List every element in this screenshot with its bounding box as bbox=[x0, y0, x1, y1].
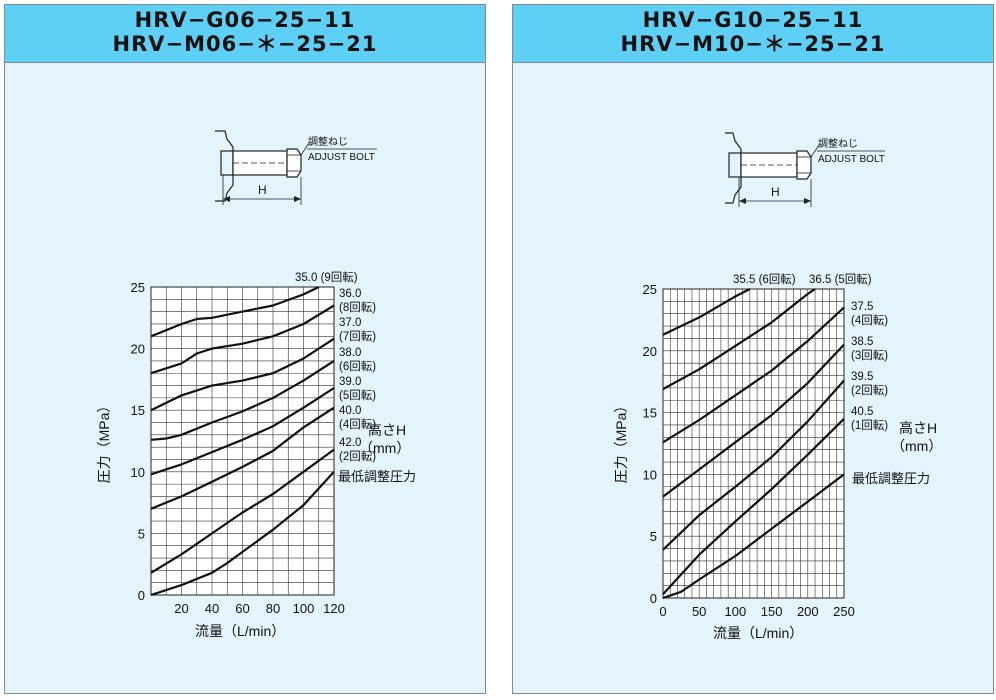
legend-title: 高さH bbox=[368, 422, 406, 438]
x-tick-label: 50 bbox=[692, 604, 706, 619]
min-pressure-label: 最低調整圧力 bbox=[852, 471, 930, 486]
series-line bbox=[150, 387, 335, 476]
adjust-bolt-label-en: ADJUST BOLT bbox=[308, 152, 375, 163]
y-tick-label: 5 bbox=[650, 529, 657, 544]
adjust-bolt-label-en: ADJUST BOLT bbox=[818, 154, 885, 165]
panel-header: HRV−G10−25−11 HRV−M10−＊−25−21 bbox=[513, 5, 993, 63]
model-number-line2: HRV−M10−＊−25−21 bbox=[620, 32, 886, 56]
x-tick-label: 80 bbox=[266, 601, 280, 616]
series-line bbox=[662, 288, 816, 391]
series-label: 35.0 (9回転) bbox=[295, 271, 358, 284]
adjust-bolt-label-jp: 調整ねじ bbox=[818, 137, 858, 150]
min-pressure-label: 最低調整圧力 bbox=[338, 469, 416, 484]
y-tick-label: 20 bbox=[643, 344, 657, 359]
series-line bbox=[662, 306, 845, 444]
x-tick-label: 150 bbox=[761, 604, 783, 619]
y-axis-label: 圧力（MPa） bbox=[613, 399, 629, 484]
x-axis-label: 流量（L/min） bbox=[713, 625, 803, 641]
series-line bbox=[150, 471, 335, 597]
adjust-bolt-drawing bbox=[725, 132, 885, 207]
plot-background bbox=[662, 288, 845, 599]
series-label: 36.5 (5回転) bbox=[809, 273, 872, 286]
adjust-bolt-drawing bbox=[215, 130, 377, 205]
y-tick-label: 10 bbox=[131, 465, 145, 480]
series-label: 35.5 (6回転) bbox=[733, 273, 796, 286]
x-tick-label: 100 bbox=[725, 604, 747, 619]
y-tick-label: 15 bbox=[131, 403, 145, 418]
series-line bbox=[150, 304, 335, 375]
series-line bbox=[662, 473, 845, 600]
x-tick-label: 0 bbox=[659, 604, 666, 619]
series-line bbox=[662, 379, 845, 551]
series-line bbox=[150, 448, 335, 574]
plot-area: 0 5 10 15 20 25 20 40 60 80 100 120 圧力（MPa） 流量（L/min）… bbox=[96, 271, 376, 639]
series-label: 38.0 (6回転) bbox=[339, 347, 376, 373]
series-line bbox=[662, 343, 845, 498]
y-tick-label: 0 bbox=[138, 588, 145, 603]
x-tick-label: 200 bbox=[797, 604, 819, 619]
series-label: 36.0 (8回転) bbox=[339, 288, 376, 314]
valve-chart-left: 調整ねじ ADJUST BOLT H 0 5 10 15 20 25 20 40 60 80 100… bbox=[96, 130, 416, 639]
y-tick-label: 20 bbox=[131, 342, 145, 357]
x-tick-label: 100 bbox=[293, 601, 315, 616]
series-line bbox=[150, 286, 320, 338]
y-tick-label: 15 bbox=[643, 406, 657, 421]
legend-unit: （mm） bbox=[891, 438, 942, 454]
y-axis-label: 圧力（MPa） bbox=[96, 399, 112, 484]
y-tick-label: 10 bbox=[643, 467, 657, 482]
series-label: 40.5 (1回転) bbox=[851, 406, 888, 432]
series-line bbox=[150, 406, 335, 510]
series-label: 39.0 (5回転) bbox=[339, 376, 376, 402]
adjust-bolt-label-jp: 調整ねじ bbox=[308, 135, 348, 148]
series-label: 37.0 (7回転) bbox=[339, 317, 376, 343]
series-line bbox=[662, 288, 751, 336]
series-line bbox=[150, 337, 335, 412]
series-label: 39.5 (2回転) bbox=[851, 371, 888, 397]
legend-unit: （mm） bbox=[359, 440, 410, 456]
y-tick-label: 25 bbox=[643, 282, 657, 297]
model-number-line1: HRV−G10−25−11 bbox=[642, 8, 864, 32]
x-tick-label: 40 bbox=[205, 601, 219, 616]
chart-panel-right: HRV−G10−25−11 HRV−M10−＊−25−21 調整ねじ ADJUS… bbox=[512, 4, 994, 694]
height-dimension-label: H bbox=[258, 183, 267, 197]
model-number-line2: HRV−M06−＊−25−21 bbox=[112, 32, 378, 56]
y-tick-label: 25 bbox=[131, 280, 145, 295]
x-tick-label: 120 bbox=[323, 601, 345, 616]
series-label: 42.0 (2回転) bbox=[339, 437, 376, 463]
y-tick-label: 0 bbox=[650, 591, 657, 606]
x-tick-label: 60 bbox=[235, 601, 249, 616]
series-line bbox=[662, 418, 845, 596]
x-axis-label: 流量（L/min） bbox=[195, 623, 285, 639]
model-number-line1: HRV−G06−25−11 bbox=[134, 8, 356, 32]
legend-title: 高さH bbox=[899, 420, 937, 436]
x-tick-label: 20 bbox=[174, 601, 188, 616]
series-label: 40.0 (4回転) bbox=[339, 405, 376, 431]
x-tick-label: 250 bbox=[833, 604, 855, 619]
series-line bbox=[150, 359, 335, 441]
panel-header: HRV−G06−25−11 HRV−M06−＊−25−21 bbox=[5, 5, 485, 63]
y-tick-label: 5 bbox=[138, 526, 145, 541]
chart-panel-left: HRV−G06−25−11 HRV−M06−＊−25−21 調整ねじ ADJUS… bbox=[4, 4, 486, 694]
series-label: 37.5 (4回転) bbox=[851, 301, 888, 327]
series-label: 38.5 (3回転) bbox=[851, 336, 888, 362]
height-dimension-label: H bbox=[771, 185, 780, 199]
